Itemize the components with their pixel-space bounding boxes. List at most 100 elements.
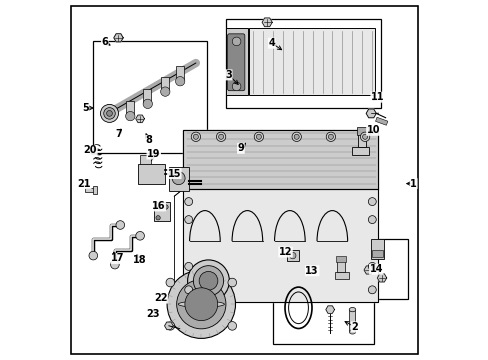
Circle shape [160, 87, 170, 96]
Circle shape [184, 216, 192, 224]
Circle shape [184, 262, 192, 270]
Text: 17: 17 [111, 253, 124, 264]
Text: 1: 1 [409, 179, 416, 189]
Polygon shape [363, 266, 373, 274]
Bar [371, 250, 382, 257]
Text: 15: 15 [167, 168, 181, 179]
Circle shape [101, 104, 118, 122]
Text: 12: 12 [278, 247, 292, 257]
Bar [335, 256, 346, 262]
Text: 21: 21 [78, 179, 91, 189]
Circle shape [294, 134, 299, 139]
Text: 19: 19 [147, 149, 160, 159]
Ellipse shape [178, 301, 224, 307]
Circle shape [136, 231, 144, 240]
Circle shape [193, 266, 223, 296]
Bar [225, 19, 380, 108]
Circle shape [227, 278, 236, 287]
Circle shape [289, 252, 295, 259]
Circle shape [367, 198, 375, 206]
Text: 4: 4 [268, 38, 275, 48]
Circle shape [106, 111, 112, 116]
Polygon shape [377, 274, 386, 282]
Circle shape [191, 132, 200, 141]
Bar [226, 28, 247, 95]
Text: 3: 3 [225, 70, 232, 80]
Circle shape [166, 278, 174, 287]
Text: 7: 7 [116, 129, 122, 139]
Circle shape [143, 99, 152, 109]
Bar [337, 261, 344, 272]
Bar [143, 89, 151, 103]
Bar [93, 41, 206, 153]
Text: 14: 14 [369, 264, 382, 274]
Circle shape [175, 77, 184, 86]
Circle shape [367, 216, 375, 224]
Bar [140, 155, 151, 164]
Circle shape [103, 108, 115, 119]
Circle shape [232, 82, 241, 91]
Circle shape [166, 321, 174, 330]
Circle shape [163, 205, 168, 209]
Bar [375, 117, 387, 125]
Text: 22: 22 [154, 293, 167, 303]
Bar [348, 310, 355, 331]
Circle shape [362, 134, 367, 139]
Polygon shape [136, 115, 144, 122]
Circle shape [199, 271, 218, 290]
Circle shape [176, 280, 225, 329]
Bar [85, 188, 95, 192]
Text: 8: 8 [145, 135, 152, 145]
Circle shape [254, 132, 263, 141]
Polygon shape [164, 322, 173, 329]
Ellipse shape [348, 307, 355, 312]
Bar [154, 202, 169, 221]
Bar [183, 130, 377, 189]
Text: 13: 13 [305, 266, 318, 276]
Circle shape [367, 262, 375, 270]
Bar [370, 239, 384, 259]
Circle shape [156, 216, 160, 220]
Circle shape [184, 198, 192, 206]
Polygon shape [366, 109, 375, 118]
Circle shape [291, 132, 301, 141]
Text: 2: 2 [350, 322, 357, 332]
Circle shape [116, 221, 124, 229]
Circle shape [187, 260, 229, 302]
Text: 16: 16 [152, 201, 165, 211]
Circle shape [232, 37, 241, 46]
Circle shape [167, 270, 235, 338]
Circle shape [367, 286, 375, 294]
Circle shape [256, 134, 261, 139]
Text: 6: 6 [101, 37, 108, 48]
Bar [286, 250, 298, 261]
Circle shape [125, 112, 135, 121]
Text: 23: 23 [145, 309, 159, 319]
Text: 5: 5 [82, 103, 89, 113]
Bar [249, 28, 374, 95]
Bar [126, 101, 134, 116]
Circle shape [110, 260, 119, 269]
Text: 11: 11 [370, 92, 384, 102]
Bar [161, 77, 168, 91]
Circle shape [328, 134, 333, 139]
Text: 20: 20 [83, 145, 97, 156]
Text: 18: 18 [133, 255, 146, 265]
Bar [273, 274, 373, 344]
Bar [176, 66, 183, 81]
Bar [334, 272, 348, 279]
Circle shape [184, 286, 192, 294]
Bar [168, 167, 188, 191]
Circle shape [218, 134, 223, 139]
Circle shape [325, 132, 335, 141]
Polygon shape [183, 130, 377, 302]
Polygon shape [114, 34, 123, 42]
Circle shape [216, 132, 225, 141]
Bar [93, 186, 97, 194]
Circle shape [193, 134, 198, 139]
Bar [356, 127, 367, 135]
Bar [358, 132, 366, 147]
Ellipse shape [348, 330, 355, 334]
FancyBboxPatch shape [227, 34, 244, 91]
Bar [138, 164, 165, 184]
